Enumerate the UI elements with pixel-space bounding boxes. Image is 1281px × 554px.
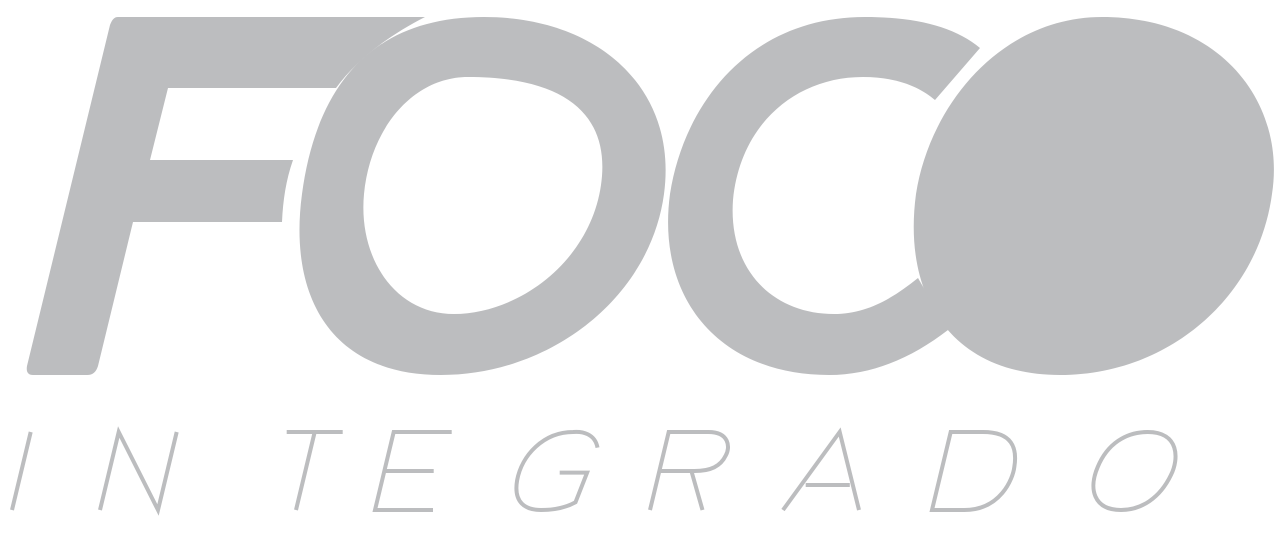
- tagline-letter-i-1: [10, 431, 33, 511]
- tagline-letter-a-7: [781, 427, 861, 512]
- logo-wordmark-foco: [26, 17, 1274, 375]
- tagline-letter-d-8: [929, 430, 1018, 512]
- wordmark-letter-o: [299, 17, 666, 375]
- tagline-letter-o-9: [1091, 429, 1178, 513]
- logo-tagline-integrado: [10, 426, 1178, 516]
- wordmark-letter-f: [26, 17, 425, 375]
- wordmark-disc: [913, 17, 1274, 375]
- tagline-letter-e-4: [372, 430, 452, 512]
- wordmark-letter-c: [668, 17, 980, 375]
- tagline-letter-g-5: [514, 429, 600, 513]
- tagline-letter-n-2: [98, 426, 179, 516]
- tagline-letter-t-3: [286, 430, 343, 511]
- tagline-letter-r-6: [648, 430, 730, 511]
